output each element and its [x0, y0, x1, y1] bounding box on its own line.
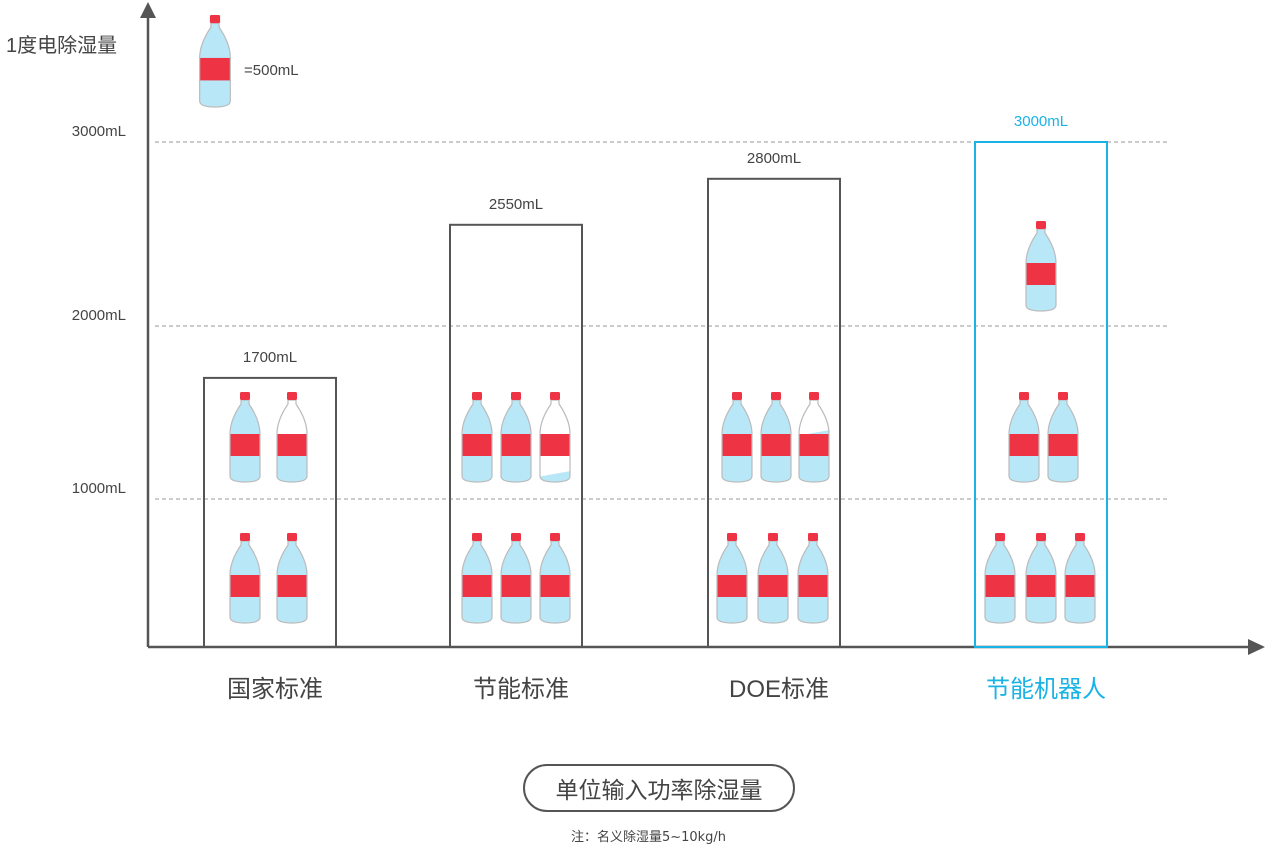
data-label: 2550mL — [489, 196, 543, 213]
y-tick-label: 3000mL — [72, 123, 126, 140]
category-label: 节能机器人 — [986, 676, 1106, 703]
bottle-icon — [798, 392, 830, 483]
bottle-icon — [1008, 392, 1040, 483]
bottle-icon — [539, 533, 571, 624]
bottle-icon — [500, 533, 532, 624]
legend-bottle-icon — [199, 15, 231, 108]
bottle-icon — [1025, 221, 1057, 312]
bottle-icon — [229, 392, 261, 483]
data-label: 1700mL — [243, 349, 297, 366]
category-label: 节能标准 — [473, 676, 569, 703]
bottle-icon — [721, 392, 753, 483]
bottle-icon — [461, 533, 493, 624]
bar — [203, 376, 337, 648]
bottle-icon — [276, 533, 308, 624]
x-axis-title: 单位输入功率除湿量 — [523, 764, 795, 812]
y-axis-arrow-icon — [140, 2, 156, 18]
legend-label: =500mL — [244, 62, 299, 79]
bar — [974, 141, 1108, 648]
bottle-icon — [984, 533, 1016, 624]
y-tick-label: 1000mL — [72, 480, 126, 497]
bottle-icon — [1025, 533, 1057, 624]
bottle-icon — [757, 533, 789, 624]
category-label: DOE标准 — [729, 676, 829, 703]
bottle-icon — [276, 392, 308, 483]
x-axis-arrow-icon — [1248, 639, 1265, 655]
footnote: 注：名义除湿量5~10kg/h — [570, 830, 727, 845]
bar — [449, 223, 583, 649]
bottle-icon — [229, 533, 261, 624]
bottle-icon — [797, 533, 829, 624]
bottle-icon — [1047, 392, 1079, 483]
bottle-icon — [1064, 533, 1096, 624]
bottle-icon — [500, 392, 532, 483]
category-label: 国家标准 — [227, 676, 323, 703]
bottle-icon — [716, 533, 748, 624]
data-label: 3000mL — [1014, 113, 1068, 130]
y-tick-label: 2000mL — [72, 307, 126, 324]
bottle-icon — [461, 392, 493, 483]
y-axis-title: 1度电除湿量 — [6, 34, 117, 57]
bottle-icon — [760, 392, 792, 483]
bar — [707, 177, 841, 649]
data-label: 2800mL — [747, 150, 801, 167]
bottle-icon — [539, 392, 571, 483]
